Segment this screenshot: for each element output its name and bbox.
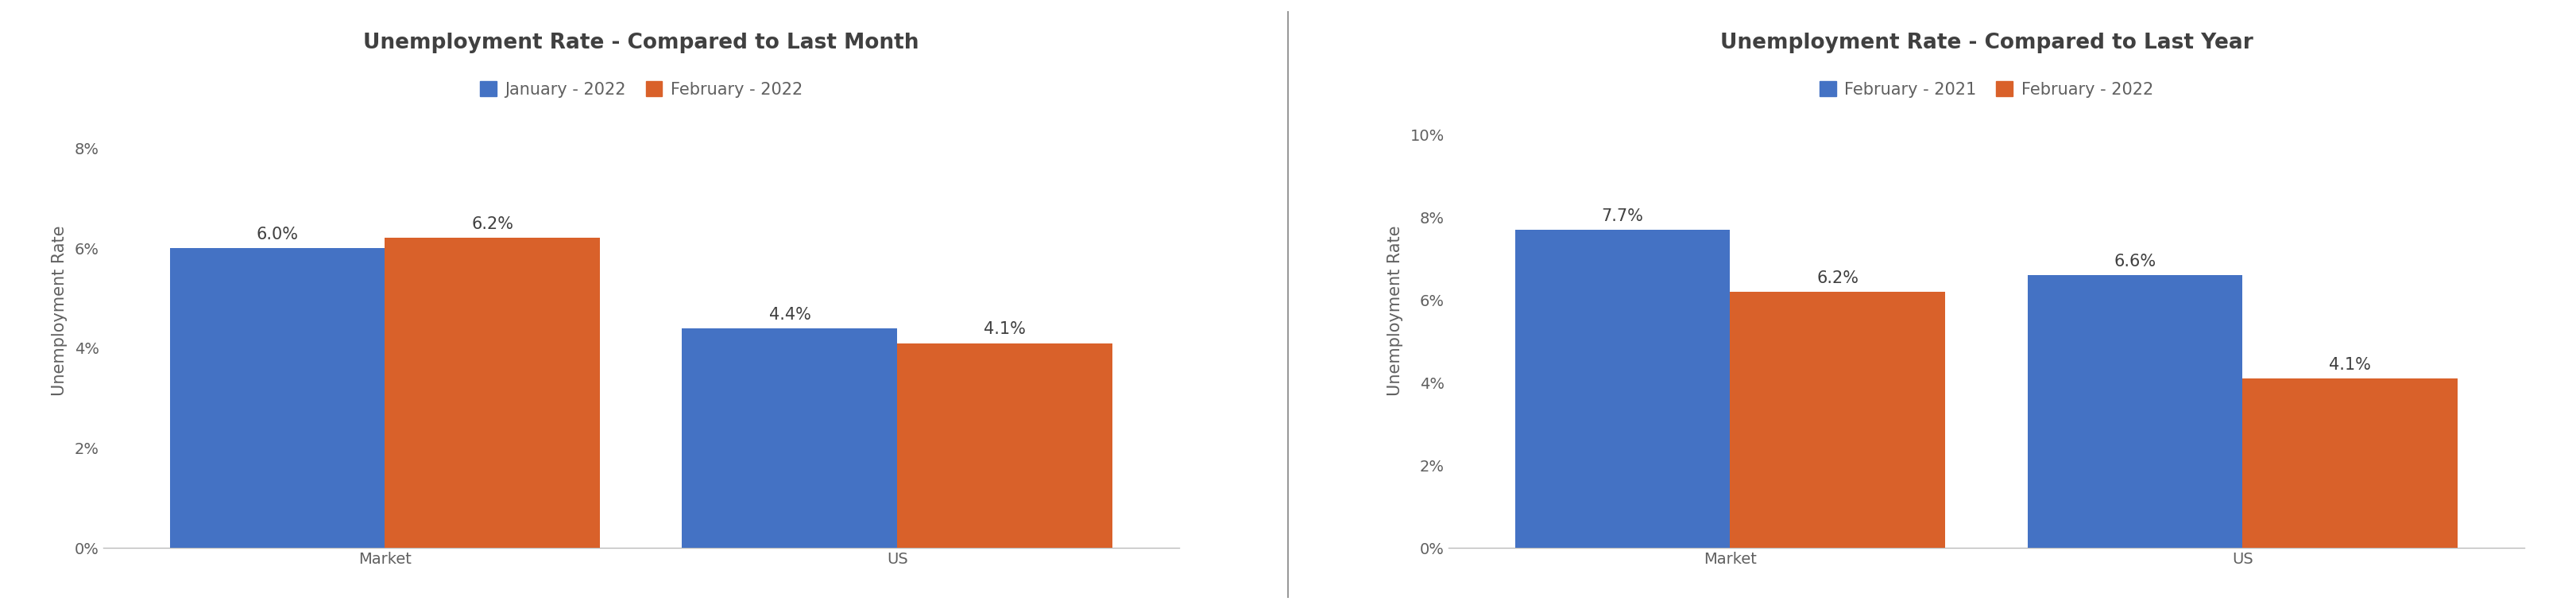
Bar <box>1515 230 1731 548</box>
Text: 7.7%: 7.7% <box>1602 208 1643 224</box>
Text: 6.6%: 6.6% <box>2115 254 2156 270</box>
Y-axis label: Unemployment Rate: Unemployment Rate <box>52 225 67 396</box>
Text: 6.2%: 6.2% <box>471 216 513 233</box>
Bar <box>1731 292 1945 548</box>
Title: Unemployment Rate - Compared to Last Month: Unemployment Rate - Compared to Last Mon… <box>363 33 920 54</box>
Text: 6.2%: 6.2% <box>1816 270 1860 286</box>
Text: 6.0%: 6.0% <box>255 227 299 242</box>
Y-axis label: Unemployment Rate: Unemployment Rate <box>1388 225 1404 396</box>
Bar <box>2027 275 2244 548</box>
Bar <box>170 248 384 548</box>
Text: 4.1%: 4.1% <box>2329 357 2372 373</box>
Text: 4.1%: 4.1% <box>984 322 1025 337</box>
Legend: January - 2022, February - 2022: January - 2022, February - 2022 <box>479 82 804 97</box>
Bar <box>2244 379 2458 548</box>
Bar <box>683 328 896 548</box>
Bar <box>384 238 600 548</box>
Text: 4.4%: 4.4% <box>768 306 811 322</box>
Legend: February - 2021, February - 2022: February - 2021, February - 2022 <box>1819 82 2154 97</box>
Title: Unemployment Rate - Compared to Last Year: Unemployment Rate - Compared to Last Yea… <box>1721 33 2254 54</box>
Bar <box>896 343 1113 548</box>
